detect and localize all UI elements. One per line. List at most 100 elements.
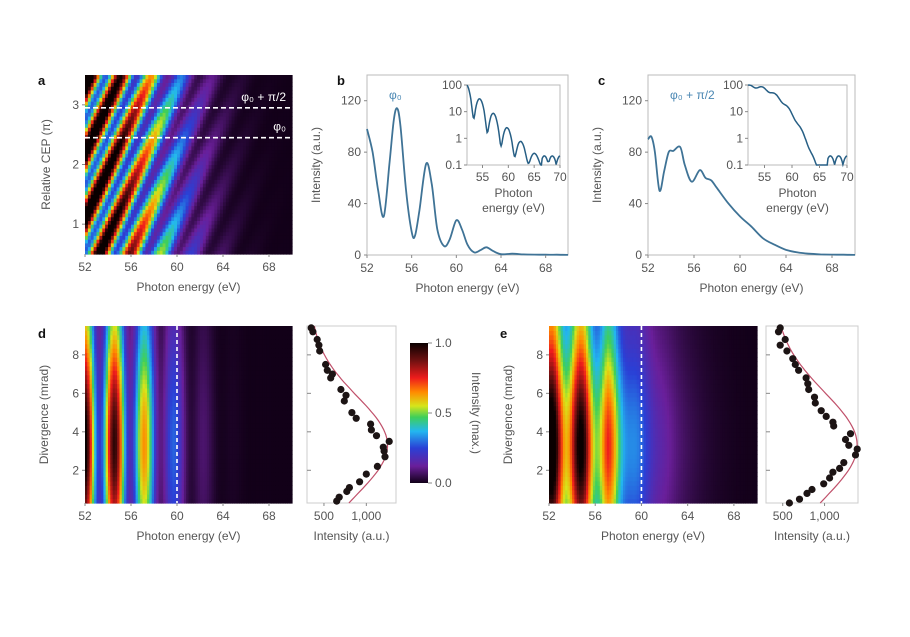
heatmap-cell — [131, 157, 135, 162]
heatmap-cell — [142, 89, 146, 95]
heatmap-cell — [165, 201, 169, 207]
heatmap-cell — [286, 246, 290, 251]
heatmap-cell — [148, 250, 152, 255]
heatmap-cell — [87, 480, 91, 486]
heatmap-cell — [151, 119, 155, 125]
heatmap-cell — [90, 231, 95, 236]
heatmap-cell — [116, 97, 121, 102]
heatmap-cell — [185, 175, 190, 180]
heatmap-cell — [110, 97, 115, 102]
heatmap-cell — [257, 250, 261, 255]
heatmap-cell — [128, 89, 132, 95]
heatmap-cell — [89, 423, 93, 429]
heatmap-cell — [177, 198, 181, 203]
heatmap-cell — [156, 175, 161, 180]
heatmap-cell — [135, 436, 139, 442]
heatmap-cell — [266, 108, 270, 113]
heatmap-cell — [126, 357, 130, 362]
heatmap-cell — [271, 224, 276, 229]
heatmap-cell — [93, 224, 98, 229]
heatmap-cell — [159, 160, 164, 166]
heatmap-cell — [110, 361, 114, 367]
heatmap-cell — [131, 489, 134, 495]
heatmap-cell — [128, 213, 132, 218]
heatmap-cell — [126, 494, 130, 500]
heatmap-cell — [90, 213, 95, 218]
heatmap-cell — [93, 116, 98, 121]
heatmap-cell — [131, 339, 134, 345]
heatmap-cell — [154, 149, 158, 154]
heatmap-cell — [257, 227, 261, 233]
heatmap-cell — [126, 498, 130, 504]
heatmap-cell — [101, 432, 104, 438]
heatmap-cell — [188, 216, 192, 221]
heatmap-cell — [108, 119, 112, 125]
heatmap-cell — [182, 89, 187, 95]
heatmap-cell — [133, 164, 138, 169]
heatmap-cell — [205, 130, 210, 136]
heatmap-cell — [128, 186, 132, 192]
heatmap-cell — [99, 82, 103, 87]
heatmap-cell — [101, 339, 104, 345]
inset-xtick-label: 65 — [813, 170, 827, 184]
heatmap-cell — [87, 494, 91, 500]
heatmap-cell — [263, 205, 267, 210]
heatmap-cell — [96, 445, 100, 451]
heatmap-cell — [96, 423, 100, 429]
heatmap-cell — [168, 123, 172, 128]
heatmap-cell — [168, 145, 172, 151]
heatmap-cell — [98, 432, 102, 438]
heatmap-cell — [280, 104, 284, 110]
heatmap-cell — [228, 157, 233, 162]
heatmap-cell — [119, 246, 123, 251]
heatmap-cell — [87, 164, 92, 169]
heatmap-cell — [274, 112, 279, 117]
heatmap-cell — [220, 164, 224, 169]
heatmap-cell — [271, 205, 276, 210]
heatmap-cell — [174, 149, 178, 154]
heatmap-cell — [266, 116, 270, 121]
heatmap-cell — [117, 365, 121, 371]
heatmap-cell — [223, 201, 227, 207]
heatmap-cell — [133, 401, 137, 407]
heatmap-cell — [85, 235, 89, 240]
heatmap-cell — [243, 160, 247, 166]
heatmap-cell — [154, 220, 158, 225]
heatmap-cell — [105, 370, 109, 376]
heatmap-cell — [165, 127, 169, 132]
heatmap-cell — [151, 370, 155, 376]
heatmap-cell — [121, 339, 125, 345]
heatmap-cell — [162, 168, 167, 173]
heatmap-cell — [85, 352, 88, 358]
heatmap-cell — [194, 86, 198, 91]
heatmap-cell — [211, 246, 215, 251]
heatmap-cell — [140, 485, 144, 491]
heatmap-cell — [113, 224, 118, 229]
heatmap-cell — [154, 405, 157, 411]
heatmap-cell — [231, 179, 236, 184]
heatmap-cell — [110, 432, 114, 438]
heatmap-cell — [89, 476, 93, 482]
heatmap-cell — [220, 112, 224, 117]
heatmap-cell — [135, 441, 139, 447]
heatmap-cell — [177, 134, 181, 139]
heatmap-cell — [94, 498, 98, 504]
heatmap-cell — [162, 78, 167, 83]
heatmap-cell — [131, 224, 135, 229]
heatmap-cell — [263, 224, 267, 229]
heatmap-cell — [188, 89, 192, 95]
heatmap-cell — [87, 370, 91, 376]
heatmap-cell — [154, 93, 158, 98]
heatmap-cell — [99, 198, 103, 203]
heatmap-cell — [116, 198, 121, 203]
heatmap-cell — [179, 209, 184, 214]
heatmap-cell — [149, 480, 153, 486]
heatmap-cell — [251, 250, 256, 255]
heatmap-cell — [168, 190, 172, 195]
heatmap-cell — [225, 123, 230, 128]
heatmap-cell — [225, 242, 230, 248]
heatmap-cell — [277, 116, 282, 121]
heatmap-cell — [168, 250, 172, 255]
heatmap-cell — [191, 246, 195, 251]
heatmap-cell — [266, 224, 270, 229]
